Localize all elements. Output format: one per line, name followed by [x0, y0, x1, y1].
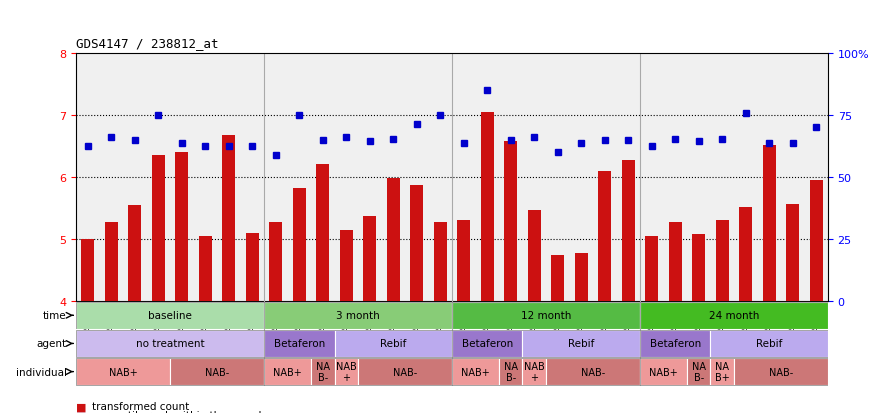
Bar — [246, 233, 258, 301]
Bar — [498, 358, 522, 385]
Text: Rebif: Rebif — [568, 339, 594, 349]
Bar — [480, 113, 493, 301]
Text: 3 month: 3 month — [336, 311, 379, 320]
Bar — [264, 330, 334, 357]
Bar — [311, 358, 334, 385]
Bar — [639, 302, 827, 329]
Text: NAB-: NAB- — [580, 367, 604, 377]
Bar — [451, 330, 522, 357]
Bar — [76, 302, 264, 329]
Bar — [645, 236, 657, 301]
Text: Rebif: Rebif — [380, 339, 406, 349]
Bar — [170, 358, 264, 385]
Text: NAB+: NAB+ — [648, 367, 677, 377]
Text: NAB+: NAB+ — [273, 367, 301, 377]
Bar — [710, 358, 733, 385]
Bar — [503, 142, 517, 301]
Bar — [451, 358, 499, 385]
Text: NAB+: NAB+ — [460, 367, 489, 377]
Text: NA
B+: NA B+ — [714, 361, 729, 382]
Bar — [574, 253, 587, 301]
Bar — [809, 180, 822, 301]
Bar — [292, 189, 306, 301]
Text: NAB-: NAB- — [768, 367, 792, 377]
Bar — [269, 222, 282, 301]
Bar — [762, 145, 775, 301]
Bar — [386, 179, 400, 301]
Text: no treatment: no treatment — [136, 339, 204, 349]
Text: Betaferon: Betaferon — [274, 339, 325, 349]
Text: Betaferon: Betaferon — [461, 339, 512, 349]
Bar — [545, 358, 639, 385]
Text: NAB-: NAB- — [392, 367, 417, 377]
Bar — [340, 230, 352, 301]
Bar — [733, 358, 827, 385]
Bar — [457, 221, 469, 301]
Bar — [691, 235, 704, 301]
Text: NA
B-: NA B- — [691, 361, 704, 382]
Text: NAB-: NAB- — [205, 367, 229, 377]
Bar — [785, 204, 798, 301]
Text: GDS4147 / 238812_at: GDS4147 / 238812_at — [76, 37, 218, 50]
Text: ■: ■ — [76, 401, 90, 411]
Bar — [639, 330, 710, 357]
Text: transformed count: transformed count — [92, 401, 190, 411]
Text: NAB+: NAB+ — [108, 367, 138, 377]
Bar — [409, 186, 423, 301]
Bar — [527, 211, 540, 301]
Bar — [128, 206, 141, 301]
Bar — [522, 330, 639, 357]
Text: Rebif: Rebif — [755, 339, 781, 349]
Text: NA
B-: NA B- — [503, 361, 517, 382]
Bar — [175, 153, 188, 301]
Bar — [597, 171, 611, 301]
Bar — [710, 330, 827, 357]
Bar — [363, 216, 375, 301]
Bar — [551, 255, 563, 301]
Text: ■: ■ — [76, 411, 90, 413]
Text: percentile rank within the sample: percentile rank within the sample — [92, 411, 268, 413]
Bar — [621, 161, 634, 301]
Bar — [334, 358, 358, 385]
Bar — [316, 165, 329, 301]
Bar — [639, 358, 686, 385]
Text: individual: individual — [16, 367, 67, 377]
Bar — [451, 302, 639, 329]
Text: 12 month: 12 month — [520, 311, 570, 320]
Text: baseline: baseline — [148, 311, 192, 320]
Bar — [76, 358, 170, 385]
Bar — [76, 330, 264, 357]
Bar — [434, 222, 446, 301]
Bar — [264, 302, 451, 329]
Bar — [358, 358, 451, 385]
Text: NA
B-: NA B- — [316, 361, 329, 382]
Text: agent: agent — [37, 339, 67, 349]
Text: Betaferon: Betaferon — [649, 339, 700, 349]
Bar — [686, 358, 710, 385]
Text: 24 month: 24 month — [708, 311, 758, 320]
Bar — [198, 236, 212, 301]
Bar — [668, 222, 681, 301]
Bar — [105, 223, 118, 301]
Text: time: time — [43, 311, 67, 320]
Text: NAB
+: NAB + — [335, 361, 356, 382]
Bar — [264, 358, 311, 385]
Text: NAB
+: NAB + — [523, 361, 544, 382]
Bar — [522, 358, 545, 385]
Bar — [738, 207, 751, 301]
Bar — [152, 156, 164, 301]
Bar — [334, 330, 451, 357]
Bar — [222, 136, 235, 301]
Bar — [81, 240, 94, 301]
Bar — [715, 221, 728, 301]
